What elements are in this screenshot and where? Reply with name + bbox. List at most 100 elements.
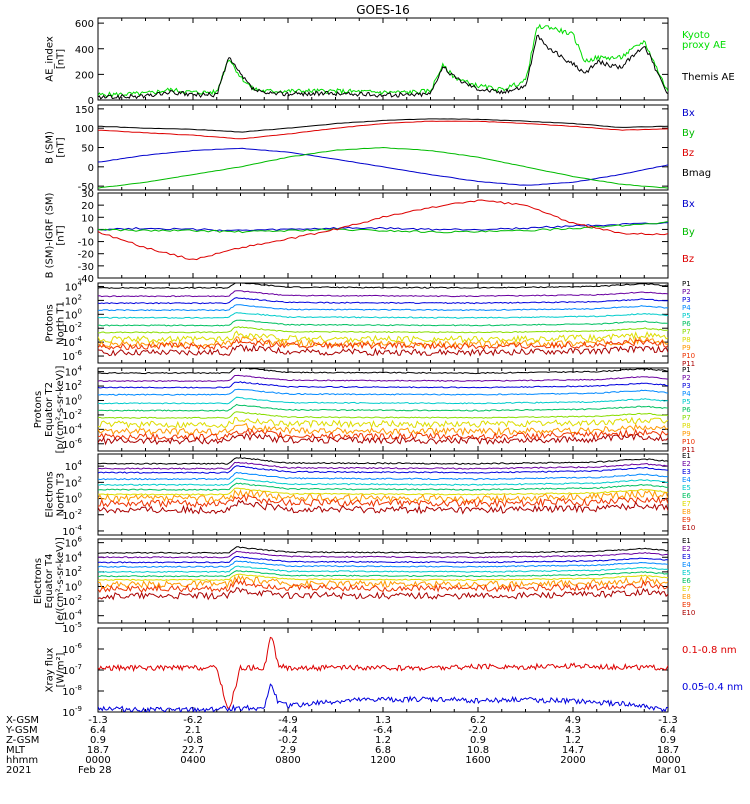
orbit-value: 0000: [85, 755, 110, 766]
y-tick-label: 102: [65, 565, 82, 579]
series-line-P7: [98, 326, 668, 334]
series-line-Themis-AE: [98, 34, 668, 100]
series-line-Bmag: [98, 118, 668, 133]
y-tick-label: 100: [75, 124, 94, 135]
legend-entry: Themis AE: [681, 72, 735, 83]
y-axis-label: Xray flux: [45, 648, 56, 693]
y-tick-label: 10-4: [62, 609, 82, 623]
orbit-row-label: MLT: [6, 745, 26, 756]
y-axis-label: North T1: [56, 301, 67, 345]
orbit-row-label: hhmm: [6, 755, 38, 766]
series-line-E2: [98, 550, 668, 559]
traces: [98, 283, 668, 357]
orbit-value: 0.9: [90, 735, 106, 746]
orbit-value: 14.7: [562, 745, 584, 756]
y-tick-label: 106: [65, 536, 83, 550]
orbit-value: 4.9: [565, 715, 581, 726]
y-tick-label: 10-9: [62, 705, 82, 719]
traces: [98, 636, 668, 712]
legend-entry: P10: [682, 352, 695, 360]
series-line-0.1-0.8-nm: [98, 636, 668, 709]
legend-entry: E3: [682, 468, 691, 476]
y-tick-label: -50: [78, 182, 94, 193]
y-tick-label: -20: [78, 250, 94, 261]
y-axis-label: [nT]: [56, 137, 67, 157]
series-line-E3: [98, 465, 668, 474]
series-line-E4: [98, 471, 668, 481]
y-tick-label: 10-7: [62, 663, 82, 677]
legend-entry: P2: [682, 374, 691, 382]
y-tick-label: 0: [88, 225, 94, 236]
y-axis-label: B (SM)-IGRF (SM): [45, 193, 56, 279]
y-tick-label: 104: [65, 279, 83, 293]
legend-entry: E1: [682, 452, 691, 460]
series-line-P1: [98, 368, 668, 375]
legend-entry: E5: [682, 484, 691, 492]
y-tick-label: 104: [65, 459, 83, 473]
series-line-E6: [98, 482, 668, 491]
y-axis-label: [W/m²]: [56, 652, 67, 687]
legend-entry: P6: [682, 406, 691, 414]
series-line-E4: [98, 560, 668, 568]
legend-entry: E8: [682, 508, 691, 516]
y-tick-label: 10: [81, 213, 94, 224]
series-line-P9: [98, 422, 668, 437]
y-tick-label: 10-6: [62, 437, 82, 451]
y-axis-label: Protons: [45, 304, 56, 341]
series-line-P8: [98, 416, 668, 429]
traces: [98, 368, 668, 446]
y-tick-label: 10-6: [62, 349, 82, 363]
y-axis-label: [e/(cm²-s-sr-keV)]: [55, 537, 66, 625]
y-tick-label: 150: [75, 105, 94, 116]
series-line-E8: [98, 489, 668, 504]
series-line-0.05-0.4-nm: [98, 683, 668, 712]
legend-entry: E10: [682, 524, 695, 532]
legend-entry: E6: [682, 492, 691, 500]
series-line-By: [98, 221, 668, 234]
orbit-value: 0.9: [660, 735, 676, 746]
legend-entry: P8: [682, 422, 691, 430]
y-tick-label: 10-6: [62, 642, 82, 656]
legend-entry: E9: [682, 516, 691, 524]
y-tick-label: 100: [65, 492, 82, 506]
series-line-E6: [98, 570, 668, 578]
y-tick-label: 600: [75, 19, 94, 30]
orbit-value: -1.3: [658, 715, 678, 726]
series-line-P3: [98, 381, 668, 389]
orbit-row-label: Y-GSM: [5, 725, 38, 736]
series-line-E1: [98, 546, 668, 554]
orbit-value: -2.0: [468, 725, 488, 736]
y-axis-label: Equator T4: [44, 554, 55, 609]
panel-xray: 10-9 10-8 10-7 10-6 10-5 Xray flux [W/m²] 0.1-0…: [45, 621, 744, 719]
series-line-P2: [98, 290, 668, 298]
orbit-value: 0400: [180, 755, 205, 766]
legend-entry: E2: [682, 460, 691, 468]
orbit-value: -6.2: [183, 715, 203, 726]
y-tick-label: 10-4: [62, 422, 82, 436]
legend-entry: P7: [682, 328, 691, 336]
series-line-E8: [98, 574, 668, 589]
traces: [98, 199, 668, 261]
series-line-E10: [98, 499, 668, 515]
series-line-E5: [98, 477, 668, 486]
legend-entry: P11: [682, 446, 695, 454]
orbit-value: 18.7: [87, 745, 109, 756]
legend-entry: Bz: [682, 254, 694, 265]
y-tick-label: 102: [65, 293, 82, 307]
legend-entry: By: [682, 227, 695, 238]
legend-entry: E6: [682, 577, 691, 585]
legend-entry: P2: [682, 288, 691, 296]
legend-entry: P4: [682, 390, 691, 398]
series-line-E10: [98, 587, 668, 601]
legend-entry: Kyoto: [682, 30, 710, 41]
orbit-value: 18.7: [657, 745, 679, 756]
y-tick-label: 50: [81, 144, 94, 155]
legend-entry: P7: [682, 414, 691, 422]
y-axis-label: AE_index: [45, 36, 56, 82]
y-axis-label: Equator T2: [44, 382, 55, 437]
legend-entry: E7: [682, 585, 691, 593]
orbit-value: 1.2: [565, 735, 581, 746]
